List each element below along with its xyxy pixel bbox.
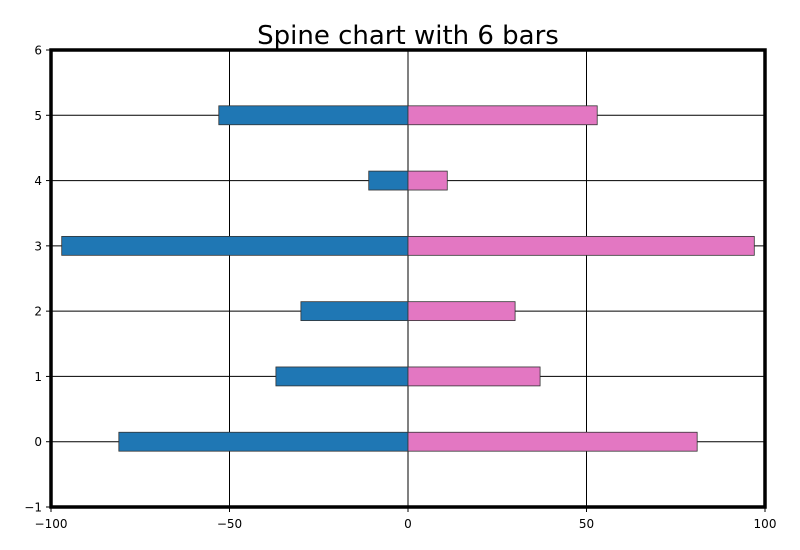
bar-left: [118, 431, 409, 452]
y-tick-label: 0: [34, 435, 42, 449]
x-tick-label: 0: [404, 517, 412, 531]
y-tick-label: 1: [34, 370, 42, 384]
y-tick-label: 2: [34, 305, 42, 319]
bar-right: [407, 105, 598, 126]
bar-right: [407, 301, 516, 322]
y-tick-label: 6: [34, 44, 42, 58]
bar-right: [407, 366, 541, 387]
bar-left: [300, 301, 409, 322]
y-tick-label: −1: [24, 501, 42, 515]
y-tick-label: 3: [34, 239, 42, 253]
bar-left: [368, 170, 409, 191]
x-tick-label: −50: [217, 517, 242, 531]
chart-title: Spine chart with 6 bars: [257, 21, 559, 51]
bar-right: [407, 170, 448, 191]
bar-left: [61, 235, 409, 256]
bar-right: [407, 431, 698, 452]
bar-right: [407, 235, 755, 256]
x-tick-label: 100: [754, 517, 777, 531]
x-tick-label: −100: [35, 517, 68, 531]
y-tick-label: 5: [34, 109, 42, 123]
x-tick-label: 50: [579, 517, 594, 531]
y-tick-label: 4: [34, 174, 42, 188]
bar-left: [218, 105, 409, 126]
bar-left: [275, 366, 409, 387]
ticks: −100 −50 0 50 100 −1 0 1 2 3 4 5 6: [24, 44, 776, 532]
bars: [61, 105, 755, 452]
